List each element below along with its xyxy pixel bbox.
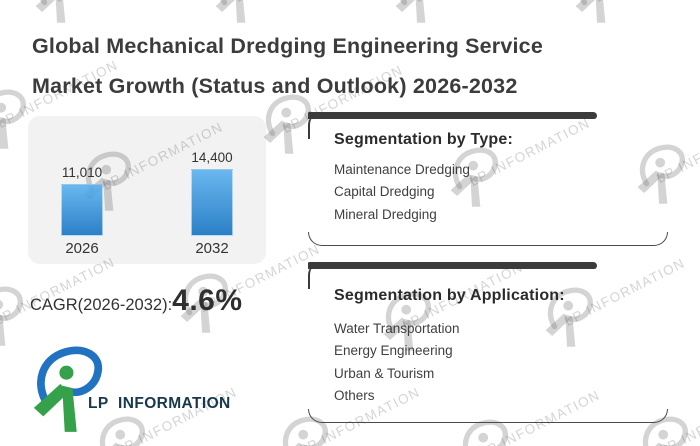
segmentation-by-type-panel: Segmentation by Type: Maintenance Dredgi… bbox=[308, 112, 668, 246]
cagr-label: CAGR(2026-2032): bbox=[30, 296, 173, 314]
bar-value-label: 11,010 bbox=[61, 165, 103, 180]
panel-bottom-border bbox=[308, 409, 668, 423]
panel-left-hook bbox=[308, 113, 324, 139]
bar-year-label: 2026 bbox=[65, 240, 99, 257]
panel-bottom-border bbox=[308, 232, 668, 246]
market-size-chart-panel: 11,010 2026 14,400 2032 bbox=[28, 116, 266, 264]
page-title: Global Mechanical Dredging Engineering S… bbox=[32, 27, 662, 106]
panel-top-accent bbox=[308, 112, 597, 119]
lp-logo-mark-icon bbox=[33, 346, 103, 432]
page-title-line1: Global Mechanical Dredging Engineering S… bbox=[32, 34, 543, 58]
list-item: Maintenance Dredging bbox=[334, 162, 470, 177]
logo-dot bbox=[59, 365, 74, 380]
panel-top-accent bbox=[308, 262, 597, 269]
logo-text: LP INFORMATION bbox=[88, 395, 231, 412]
bar-chart: 11,010 2026 14,400 2032 bbox=[28, 150, 266, 257]
segmentation-type-heading: Segmentation by Type: bbox=[334, 131, 514, 148]
cagr-row: CAGR(2026-2032): 4.6% bbox=[30, 284, 243, 318]
bar-value-label: 14,400 bbox=[191, 150, 233, 165]
logo-leg bbox=[62, 385, 77, 432]
segmentation-by-application-panel: Segmentation by Application: Water Trans… bbox=[308, 262, 668, 423]
cagr-value: 4.6% bbox=[172, 284, 243, 317]
bar bbox=[191, 169, 233, 236]
list-item: Urban & Tourism bbox=[334, 365, 435, 381]
segmentation-application-list: Water Transportation Energy Engineering … bbox=[334, 318, 460, 408]
list-item: Energy Engineering bbox=[334, 343, 453, 359]
panel-left-hook bbox=[308, 263, 324, 289]
list-item: Water Transportation bbox=[334, 321, 460, 336]
logo-swoosh bbox=[37, 346, 103, 407]
bar-year-label: 2032 bbox=[195, 240, 229, 257]
page-title-line2: Market Growth (Status and Outlook) 2026-… bbox=[32, 73, 518, 98]
lp-information-logo: LP INFORMATION bbox=[33, 346, 263, 438]
bar bbox=[61, 184, 103, 236]
list-item: Mineral Dredging bbox=[334, 206, 437, 222]
list-item: Others bbox=[334, 388, 375, 404]
segmentation-type-list: Maintenance Dredging Capital Dredging Mi… bbox=[334, 159, 470, 226]
segmentation-application-heading: Segmentation by Application: bbox=[334, 287, 565, 304]
bar-group: 11,010 2026 bbox=[50, 165, 114, 257]
bar-group: 14,400 2032 bbox=[180, 150, 244, 257]
logo-arm bbox=[33, 383, 68, 417]
list-item: Capital Dredging bbox=[334, 184, 435, 200]
